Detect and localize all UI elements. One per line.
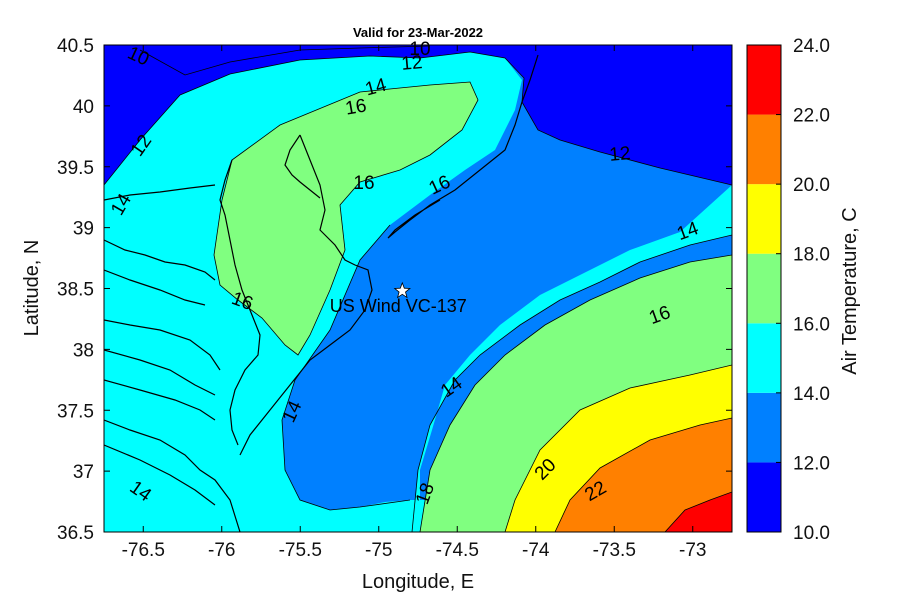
colorbar-tick-label: 16.0 [793, 314, 830, 335]
x-tick-label: -74.5 [436, 540, 479, 561]
site-star-icon [393, 281, 411, 299]
colorbar-segment [747, 184, 781, 254]
colorbar-segment [747, 253, 781, 324]
y-tick-label: 39 [73, 219, 94, 240]
colorbar-segment [747, 45, 781, 115]
contour-lines [104, 45, 732, 532]
band-16-18-offshore [420, 255, 732, 532]
band-10-12-north [104, 45, 732, 185]
y-tick-label: 37.5 [57, 401, 94, 422]
y-tick-label: 37 [73, 462, 94, 483]
colorbar-ticks: 24.0 22.0 20.0 18.0 16.0 14.0 12.0 10.0 [776, 36, 830, 544]
band-16-18-land [214, 82, 478, 355]
site-marker: US Wind VC-137 [330, 281, 467, 316]
colorbar-segment [747, 114, 781, 185]
y-tick-label: 38.5 [57, 280, 94, 301]
colorbar-segment [747, 462, 781, 532]
x-tick-label: -73 [679, 540, 706, 561]
y-tick-label: 40.5 [57, 36, 94, 57]
colorbar-tick-label: 14.0 [793, 384, 830, 405]
colorbar-segment [747, 323, 781, 393]
band-22-24 [665, 492, 732, 532]
x-tick-label: -75 [365, 540, 392, 561]
y-tick-label: 39.5 [57, 158, 94, 179]
colorbar-frame [746, 44, 782, 533]
contour-label: 10 [409, 39, 430, 60]
x-axis-ticks: -76.5 -76 -75.5 -75 -74.5 -74 -73.5 -73 [122, 45, 706, 561]
x-tick-label: -74 [522, 540, 550, 561]
colorbar-tick-label: 12.0 [793, 453, 830, 474]
band-18-20 [505, 365, 732, 532]
contour-label: 12 [401, 52, 424, 75]
x-tick-label: -73.5 [593, 540, 636, 561]
y-tick-label: 36.5 [57, 523, 94, 544]
colorbar-tick-label: 24.0 [793, 36, 830, 57]
coastline [104, 54, 539, 532]
temperature-contour-map [104, 45, 732, 532]
x-tick-label: -76.5 [122, 540, 165, 561]
x-axis-title: Longitude, E [362, 571, 474, 593]
y-axis-ticks: 40.5 40 39.5 39 38.5 38 37.5 37 36.5 [57, 36, 732, 544]
colorbar-segment [747, 392, 781, 463]
colorbar-tick-label: 18.0 [793, 245, 830, 266]
x-tick-label: -75.5 [279, 540, 322, 561]
colorbar-tick-label: 20.0 [793, 175, 830, 196]
x-tick-label: -76 [208, 540, 235, 561]
y-tick-label: 38 [73, 340, 94, 361]
contour-label: 12 [609, 143, 632, 166]
y-tick-label: 40 [73, 97, 94, 118]
colorbar-tick-label: 22.0 [793, 106, 830, 127]
contour-label: 16 [353, 173, 374, 194]
colorbar [746, 44, 782, 533]
colorbar-tick-label: 10.0 [793, 523, 830, 544]
band-20-22 [555, 418, 732, 532]
colorbar-title: Air Temperature, C [839, 207, 861, 374]
y-axis-title: Latitude, N [21, 240, 43, 337]
contour-label: 16 [344, 95, 368, 119]
plot-title: Valid for 23-Mar-2022 [353, 25, 483, 40]
site-label: US Wind VC-137 [330, 296, 467, 316]
